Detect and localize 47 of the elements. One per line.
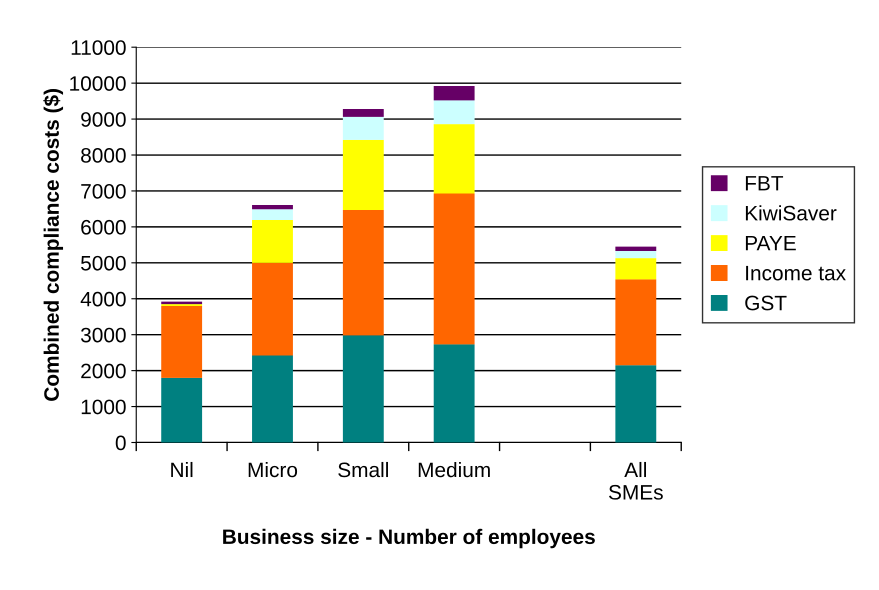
- bar: [252, 262, 293, 356]
- y-tick-label: 0: [116, 436, 126, 450]
- x-tick-label: All SMEs: [608, 462, 663, 500]
- bar: [161, 306, 202, 378]
- bar: [252, 209, 293, 220]
- y-tick-label: 5000: [81, 256, 126, 271]
- x-tick-label: Small: [338, 462, 388, 478]
- y-tick-label: 6000: [81, 220, 126, 235]
- bar: [161, 378, 202, 442]
- x-tick-label: Micro: [248, 462, 298, 478]
- bar: [615, 258, 656, 280]
- y-tick-label: 10000: [70, 76, 126, 91]
- y-axis-title: Combined compliance costs ($): [43, 89, 64, 401]
- bar: [252, 356, 293, 442]
- bar: [161, 302, 202, 304]
- bar: [252, 204, 293, 210]
- bar: [342, 116, 384, 140]
- bar: [434, 86, 475, 100]
- legend-label: PAYE: [746, 236, 796, 250]
- x-axis-title: Business size - Number of employees: [223, 528, 595, 548]
- bar: [434, 100, 475, 124]
- legend-label: FBT: [746, 176, 784, 190]
- legend-label: GST: [745, 296, 787, 310]
- bar: [615, 250, 656, 258]
- bar: [615, 365, 656, 442]
- bar: [615, 246, 656, 251]
- y-tick-label: 1000: [82, 400, 126, 414]
- bar: [434, 344, 475, 442]
- y-tick-label: 7000: [81, 184, 126, 199]
- bar: [615, 279, 656, 366]
- y-tick-label: 2000: [81, 364, 126, 378]
- x-tick-label: Nil: [171, 462, 192, 478]
- bar: [342, 140, 384, 210]
- bar: [342, 109, 384, 117]
- y-tick-label: 8000: [81, 148, 126, 163]
- bar: [434, 124, 475, 194]
- y-tick-label: 11000: [72, 40, 126, 55]
- y-tick-label: 4000: [80, 292, 126, 307]
- legend-label: KiwiSaver: [746, 205, 836, 221]
- x-tick-label: Medium: [418, 462, 490, 478]
- bar: [342, 335, 384, 442]
- y-tick-label: 3000: [80, 328, 126, 342]
- legend-label: Income tax: [746, 266, 846, 280]
- bar: [252, 220, 293, 263]
- y-tick-label: 9000: [81, 112, 126, 127]
- bar: [434, 193, 475, 344]
- bar: [342, 210, 384, 336]
